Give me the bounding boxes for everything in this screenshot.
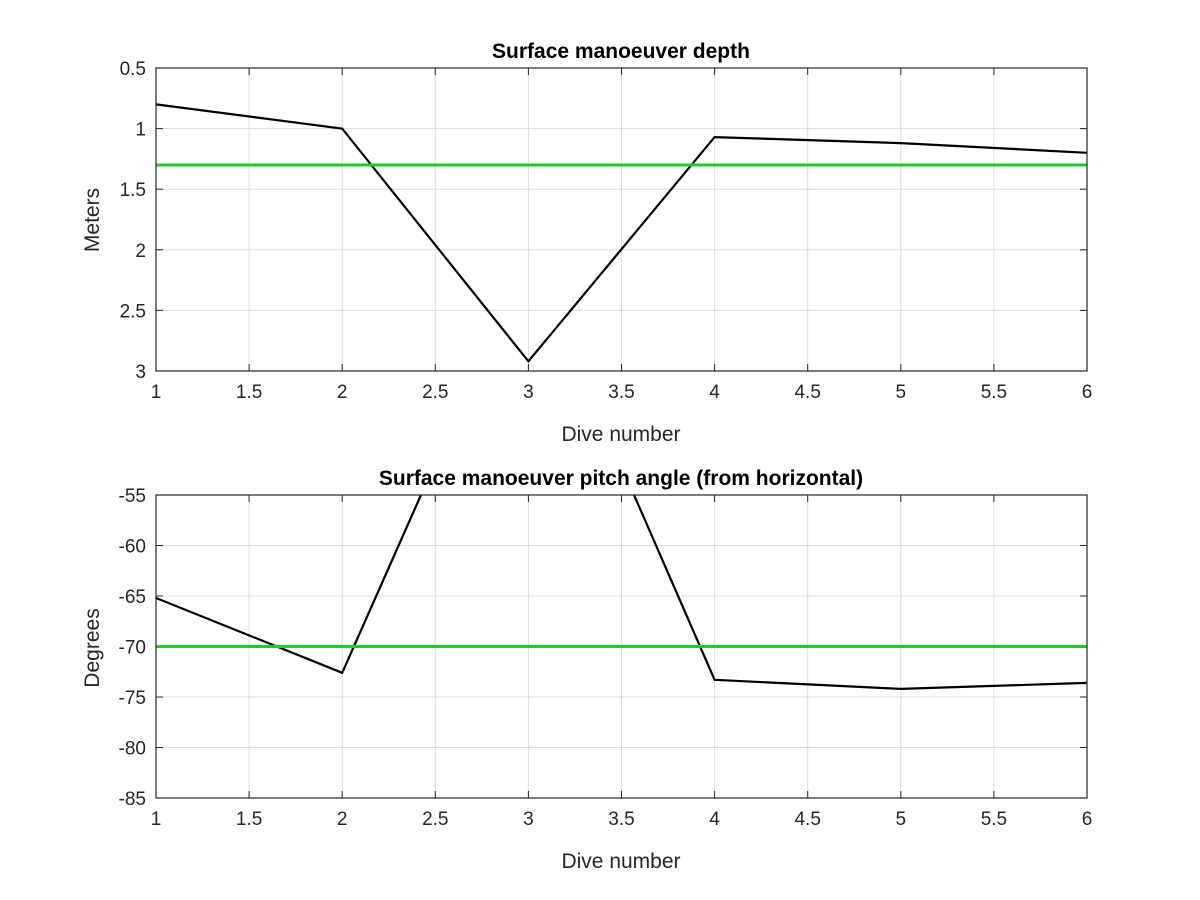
depth-x-tick-label: 2 [337,382,348,403]
pitch-y-tick-label: -60 [119,537,146,558]
pitch-ylabel: Degrees [81,608,104,687]
pitch-y-tick-label: -65 [119,587,146,608]
pitch-x-tick-label: 1.5 [236,809,262,830]
pitch-title: Surface manoeuver pitch angle (from hori… [379,467,863,490]
depth-y-tick-label: 1 [135,120,146,141]
depth-x-tick-label: 3 [523,382,534,403]
pitch-x-tick-label: 5 [896,809,907,830]
pitch-subplot: Surface manoeuver pitch angle (from hori… [81,467,1093,873]
depth-x-tick-label: 6 [1082,382,1093,403]
depth-x-tick-label: 1.5 [236,382,262,403]
depth-y-tick-label: 1.5 [120,180,146,201]
pitch-x-tick-label: 5.5 [981,809,1007,830]
depth-x-tick-label: 5.5 [981,382,1007,403]
pitch-data-line [156,495,1087,691]
pitch-x-tick-label: 2 [337,809,348,830]
depth-axes-frame [155,67,1088,372]
pitch-y-tick-label: -80 [119,739,146,760]
depth-ylabel: Meters [81,188,104,252]
depth-x-tick-label: 3.5 [608,382,634,403]
pitch-xlabel: Dive number [561,850,680,873]
depth-subplot: Surface manoeuver depth Dive number Mete… [81,40,1092,446]
depth-title: Surface manoeuver depth [492,40,750,63]
pitch-x-tick-label: 2.5 [422,809,448,830]
pitch-y-tick-label: -70 [119,638,146,659]
pitch-axes-frame [155,494,1088,799]
depth-data-line [156,103,1087,364]
depth-y-tick-label: 3 [135,362,146,383]
depth-x-tick-label: 4 [709,382,720,403]
depth-x-tick-label: 4.5 [794,382,820,403]
pitch-x-tick-label: 1 [151,809,162,830]
pitch-x-tick-label: 3.5 [608,809,634,830]
pitch-y-tick-label: -55 [119,486,146,507]
pitch-x-tick-label: 4 [709,809,720,830]
depth-x-tick-label: 1 [151,382,162,403]
depth-y-tick-label: 0.5 [120,59,146,80]
depth-x-tick-label: 5 [896,382,907,403]
depth-x-tick-label: 2.5 [422,382,448,403]
pitch-x-tick-label: 3 [523,809,534,830]
depth-xlabel: Dive number [561,423,680,446]
pitch-x-tick-label: 4.5 [794,809,820,830]
depth-y-tick-label: 2.5 [120,301,146,322]
pitch-y-tick-label: -85 [119,789,146,810]
pitch-y-tick-label: -75 [119,688,146,709]
depth-y-tick-label: 2 [135,241,146,262]
pitch-x-tick-label: 6 [1082,809,1093,830]
